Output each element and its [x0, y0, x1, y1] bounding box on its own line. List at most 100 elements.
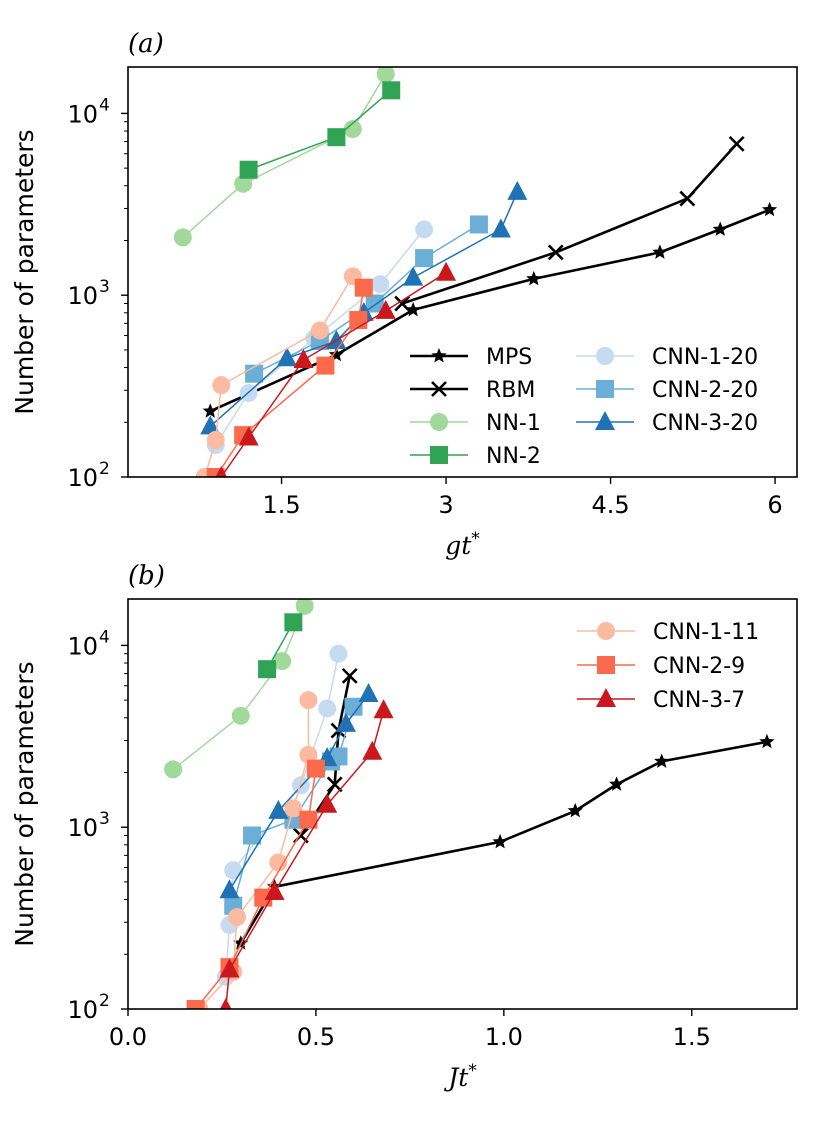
- legend-label-cnn-3-20: CNN-3-20: [652, 411, 758, 436]
- point-cnn-2-9: [254, 888, 273, 907]
- point-cnn-1-11: [206, 430, 225, 449]
- point-mps: [405, 301, 421, 317]
- x-axis-title: Jt*: [443, 1061, 477, 1092]
- point-cnn-3-7: [264, 881, 285, 901]
- legend-marker-cnn-2-9: [597, 656, 615, 674]
- y-tick-exponent: 3: [99, 809, 110, 829]
- point-cnn-1-11: [269, 853, 288, 872]
- point-rbm: [679, 190, 696, 207]
- legend-b: CNN-1-11 CNN-2-9 CNN-3-7: [577, 620, 759, 713]
- point-cnn-1-20: [415, 220, 434, 239]
- legend-label-mps: MPS: [486, 345, 532, 370]
- point-cnn-2-20: [344, 697, 363, 716]
- point-cnn-1-11: [299, 745, 318, 764]
- x-axis-title: gt*: [445, 529, 480, 560]
- plot-area-b: [164, 599, 775, 1009]
- point-rbm: [547, 244, 564, 261]
- point-cnn-2-9: [354, 278, 373, 297]
- point-cnn-2-9: [299, 810, 318, 829]
- point-mps: [526, 270, 542, 286]
- y-tick-exponent: 4: [99, 627, 110, 647]
- y-tick-label: 10: [67, 282, 98, 310]
- legend-label-nn-1: NN-1: [486, 411, 541, 436]
- point-nn-1: [234, 174, 253, 193]
- legend-marker-nn-1: [430, 413, 448, 431]
- series-line-cnn-1-11: [204, 275, 354, 477]
- axes-frame-b: [127, 598, 798, 1010]
- y-tick-exponent: 2: [99, 459, 110, 479]
- x-tick-label: 1.5: [262, 491, 300, 519]
- point-cnn-1-20: [318, 699, 337, 718]
- point-cnn-1-20: [224, 861, 243, 880]
- point-cnn-1-20: [329, 644, 348, 663]
- legend-label-nn-2: NN-2: [486, 444, 541, 469]
- point-cnn-3-7: [436, 261, 457, 281]
- point-cnn-1-11: [227, 908, 246, 927]
- y-axis-title: Number of parameters: [10, 661, 39, 946]
- point-cnn-1-11: [284, 799, 303, 818]
- series-line-cnn-1-11: [198, 700, 310, 1009]
- x-tick-label: 1.0: [485, 1023, 523, 1051]
- point-nn-1: [231, 706, 250, 725]
- y-tick-exponent: 4: [99, 95, 110, 115]
- point-nn-2: [382, 81, 401, 100]
- y-tick-label: 10: [67, 996, 98, 1024]
- x-tick-label: 4.5: [591, 491, 629, 519]
- x-tick-label: 1.5: [673, 1023, 711, 1051]
- point-cnn-2-20: [469, 215, 488, 234]
- point-cnn-1-20: [371, 275, 390, 294]
- point-mps: [567, 802, 583, 818]
- legend-a: MPS RBM NN-1 NN-2 CNN-1-20 CNN-2-20 CNN-3-20: [410, 345, 758, 469]
- series-line-nn-2: [248, 89, 392, 171]
- point-rbm: [394, 295, 411, 312]
- point-nn-1: [164, 760, 183, 779]
- x-tick-label: 0.0: [109, 1023, 147, 1051]
- point-cnn-3-7: [375, 299, 396, 319]
- point-nn-1: [343, 120, 362, 139]
- legend-marker-mps: [431, 348, 447, 363]
- point-rbm: [341, 667, 358, 684]
- point-mps: [759, 733, 775, 749]
- point-nn-1: [173, 228, 192, 247]
- point-cnn-3-20: [268, 799, 289, 819]
- point-nn-2: [258, 660, 277, 679]
- panel-label-a: (a): [128, 29, 164, 59]
- legend-marker-cnn-2-20: [596, 380, 614, 398]
- point-cnn-1-11: [299, 691, 318, 710]
- point-cnn-3-7: [373, 699, 394, 719]
- point-cnn-2-20: [243, 826, 262, 845]
- point-cnn-3-20: [200, 415, 221, 435]
- point-nn-2: [239, 160, 258, 179]
- point-nn-2: [327, 128, 346, 147]
- y-tick-label: 10: [67, 100, 98, 128]
- point-nn-2: [284, 613, 303, 632]
- point-cnn-1-11: [310, 321, 329, 340]
- point-cnn-2-9: [206, 468, 225, 477]
- point-cnn-3-20: [507, 180, 528, 200]
- y-tick-exponent: 3: [99, 277, 110, 297]
- legend-marker-cnn-3-20: [595, 411, 615, 430]
- legend-label-rbm: RBM: [486, 378, 535, 403]
- axes-frame-a: [127, 66, 798, 478]
- point-cnn-3-20: [490, 218, 511, 238]
- point-cnn-3-7: [293, 349, 314, 369]
- legend-label-cnn-2-20: CNN-2-20: [652, 378, 758, 403]
- point-cnn-2-9: [186, 1000, 205, 1009]
- legend-label-cnn-1-11: CNN-1-11: [653, 620, 759, 645]
- point-nn-1: [273, 652, 292, 671]
- y-tick-label: 10: [67, 632, 98, 660]
- y-tick-exponent: 2: [99, 991, 110, 1011]
- legend-marker-cnn-1-20: [596, 347, 614, 365]
- point-cnn-2-9: [306, 759, 325, 778]
- point-cnn-2-9: [349, 311, 368, 330]
- point-cnn-2-20: [415, 249, 434, 268]
- legend-label-cnn-3-7: CNN-3-7: [653, 688, 745, 713]
- point-cnn-2-9: [316, 356, 335, 375]
- legend-label-cnn-2-9: CNN-2-9: [653, 654, 745, 679]
- legend-marker-cnn-3-7: [596, 688, 616, 707]
- point-cnn-3-7: [219, 958, 240, 978]
- point-mps: [652, 244, 668, 259]
- point-cnn-1-11: [212, 376, 231, 395]
